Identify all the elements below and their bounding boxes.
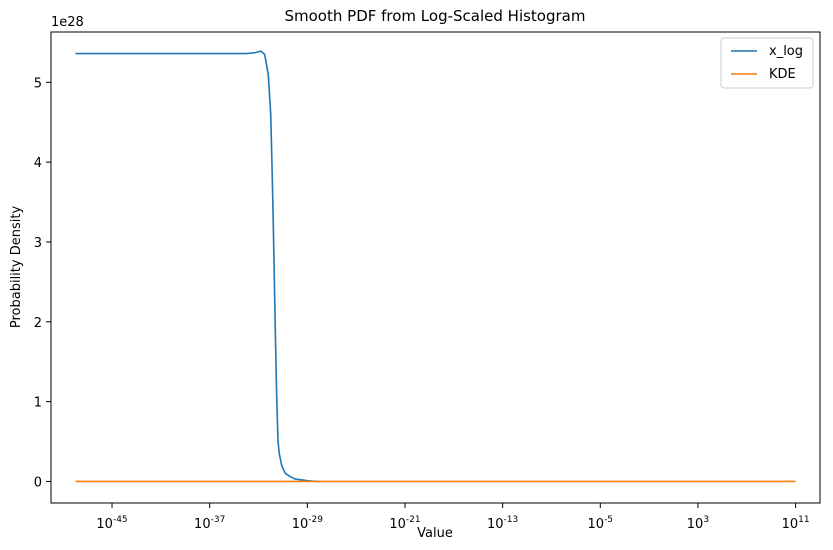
- y-tick-label: 0: [34, 475, 42, 490]
- y-axis-label: Probability Density: [9, 206, 24, 329]
- series-line-x-log: [75, 50, 320, 483]
- x-tick-label: 10-13: [487, 515, 518, 532]
- x-axis-ticks: 10-45 10-37 10-29 10-21 10-13 10-5 103 1011: [96, 503, 810, 532]
- y-axis-ticks: 0 1 2 3 4 5: [34, 76, 51, 490]
- y-tick-label: 4: [34, 156, 42, 171]
- plot-frame: [50, 31, 821, 504]
- x-axis-label: Value: [417, 526, 453, 541]
- legend-label-kde: KDE: [769, 67, 796, 82]
- x-tick-label: 103: [687, 515, 709, 532]
- x-tick-label: 10-5: [588, 515, 614, 532]
- chart-title: Smooth PDF from Log-Scaled Histogram: [285, 7, 586, 25]
- y-offset-text: 1e28: [51, 15, 84, 30]
- x-tick-label: 10-21: [389, 515, 420, 532]
- x-tick-label: 10-29: [292, 515, 324, 532]
- y-tick-label: 5: [34, 76, 42, 91]
- legend: x_log KDE: [720, 37, 814, 89]
- y-tick-label: 3: [34, 236, 42, 251]
- legend-label-x-log: x_log: [769, 44, 803, 59]
- y-tick-label: 1: [34, 396, 42, 411]
- x-tick-label: 10-37: [194, 515, 225, 532]
- x-tick-label: 10-45: [96, 515, 127, 532]
- y-tick-label: 2: [34, 316, 42, 331]
- x-tick-label: 1011: [782, 515, 810, 532]
- plot-area: 10-45 10-37 10-29 10-21 10-13 10-5 103 1011 0 1 2…: [34, 31, 821, 532]
- series-layer: [75, 50, 796, 483]
